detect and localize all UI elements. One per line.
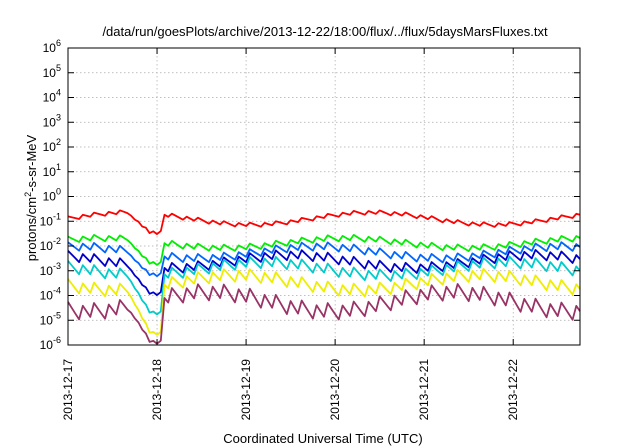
y-tick-label: 104 xyxy=(43,88,61,105)
y-tick-label-exp: 5 xyxy=(56,63,61,73)
y-tick-label: 102 xyxy=(43,137,61,154)
x-tick-label: 2013-12-21 xyxy=(417,359,431,421)
y-tick-label-base: 10 xyxy=(40,338,54,352)
x-tick-label: 2013-12-20 xyxy=(328,359,342,421)
y-tick-label: 105 xyxy=(43,63,61,80)
y-tick-label: 10-5 xyxy=(40,310,61,327)
y-axis-label-sup: 2 xyxy=(23,192,33,197)
y-tick-label-exp: -6 xyxy=(53,335,61,345)
x-tick-label: 2013-12-18 xyxy=(150,359,164,421)
y-tick-label: 106 xyxy=(43,38,61,55)
y-tick-label-exp: -1 xyxy=(53,211,61,221)
y-tick-label-exp: 6 xyxy=(56,38,61,48)
x-tick-label: 2013-12-19 xyxy=(239,359,253,421)
y-tick-label-base: 10 xyxy=(40,214,54,228)
y-tick-label: 10-2 xyxy=(40,236,61,253)
y-tick-label-exp: 3 xyxy=(56,112,61,122)
x-tick-label: 2013-12-17 xyxy=(61,359,75,421)
y-tick-label-base: 10 xyxy=(43,190,57,204)
chart-title: /data/run/goesPlots/archive/2013-12-22/1… xyxy=(102,24,548,39)
y-tick-label: 10-1 xyxy=(40,211,61,228)
y-axis-label: protons/cm2-s-sr-MeV xyxy=(23,134,39,261)
y-tick-label-base: 10 xyxy=(43,140,57,154)
series-line-4 xyxy=(67,248,581,297)
axis-ticks: 10-610-510-410-310-210-11001011021031041… xyxy=(40,38,580,420)
series-line-3 xyxy=(67,241,581,278)
y-tick-label-base: 10 xyxy=(43,66,57,80)
y-tick-label-exp: 2 xyxy=(56,137,61,147)
x-axis-label: Coordinated Universal Time (UTC) xyxy=(223,431,422,446)
y-tick-label: 10-3 xyxy=(40,261,61,278)
y-tick-label: 10-4 xyxy=(40,286,61,303)
y-tick-label: 100 xyxy=(43,187,61,204)
y-tick-label-exp: -3 xyxy=(53,261,61,271)
y-tick-label-base: 10 xyxy=(40,313,54,327)
y-tick-label-base: 10 xyxy=(43,115,57,129)
series-line-6 xyxy=(67,267,581,336)
y-tick-label-base: 10 xyxy=(43,41,57,55)
y-tick-label-base: 10 xyxy=(40,239,54,253)
series-lines xyxy=(67,209,581,345)
y-tick-label-exp: 4 xyxy=(56,88,61,98)
y-tick-label: 101 xyxy=(43,162,61,179)
series-line-2 xyxy=(67,233,581,266)
y-tick-label-base: 10 xyxy=(43,91,57,105)
y-tick-label-exp: -4 xyxy=(53,286,61,296)
y-tick-label-exp: 0 xyxy=(56,187,61,197)
y-tick-label-exp: 1 xyxy=(56,162,61,172)
y-axis-label-base: protons/cm xyxy=(24,197,39,261)
y-tick-label-exp: -5 xyxy=(53,310,61,320)
x-tick-label: 2013-12-22 xyxy=(506,359,520,421)
series-line-5 xyxy=(67,255,581,316)
y-tick-label: 10-6 xyxy=(40,335,61,352)
y-tick-label: 103 xyxy=(43,112,61,129)
y-tick-label-base: 10 xyxy=(43,165,57,179)
y-tick-label-base: 10 xyxy=(40,264,54,278)
series-line-1 xyxy=(67,209,581,236)
y-tick-label-exp: -2 xyxy=(53,236,61,246)
y-axis-label-rest: -s-sr-MeV xyxy=(24,134,39,191)
series-line-7 xyxy=(67,283,581,345)
y-tick-label-base: 10 xyxy=(40,289,54,303)
